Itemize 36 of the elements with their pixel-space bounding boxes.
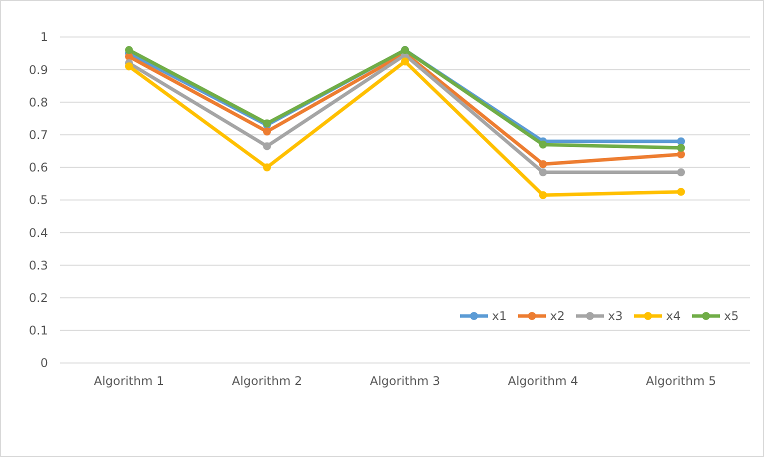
- x-tick-label: Algorithm 2: [232, 374, 302, 388]
- point: [677, 150, 685, 158]
- x-tick-label: Algorithm 4: [508, 374, 578, 388]
- point: [677, 137, 685, 146]
- point: [677, 188, 685, 196]
- point: [125, 46, 133, 54]
- y-tick-label: 0.3: [28, 258, 48, 272]
- y-tick-label: 0.4: [28, 226, 48, 240]
- legend-label: x2: [550, 309, 565, 324]
- y-tick-label: 0: [40, 356, 48, 370]
- y-tick-label: 0.6: [28, 160, 48, 175]
- point: [677, 144, 685, 152]
- point: [677, 168, 685, 176]
- legend-label: x3: [608, 309, 623, 324]
- y-tick-label: 1: [40, 30, 48, 44]
- point: [539, 168, 547, 176]
- y-tick-label: 0.8: [28, 95, 48, 110]
- point: [125, 62, 133, 70]
- y-tick-label: 0.9: [28, 62, 48, 77]
- y-tick-label: 0.2: [28, 291, 48, 305]
- point: [263, 128, 271, 136]
- point: [263, 142, 271, 150]
- point: [401, 57, 409, 66]
- y-tick-label: 0.7: [28, 128, 48, 142]
- x-tick-label: Algorithm 1: [94, 374, 164, 388]
- x-tick-label: Algorithm 3: [370, 374, 440, 388]
- y-tick-label: 0.5: [28, 193, 48, 208]
- legend-label: x1: [492, 309, 507, 324]
- x-tick-label: Algorithm 5: [646, 374, 716, 388]
- point: [539, 140, 547, 149]
- point: [263, 163, 271, 172]
- legend-label: x4: [666, 309, 681, 324]
- y-tick-label: 0.1: [28, 324, 48, 338]
- point: [539, 160, 547, 168]
- legend-label: x5: [724, 309, 739, 324]
- point: [539, 191, 547, 200]
